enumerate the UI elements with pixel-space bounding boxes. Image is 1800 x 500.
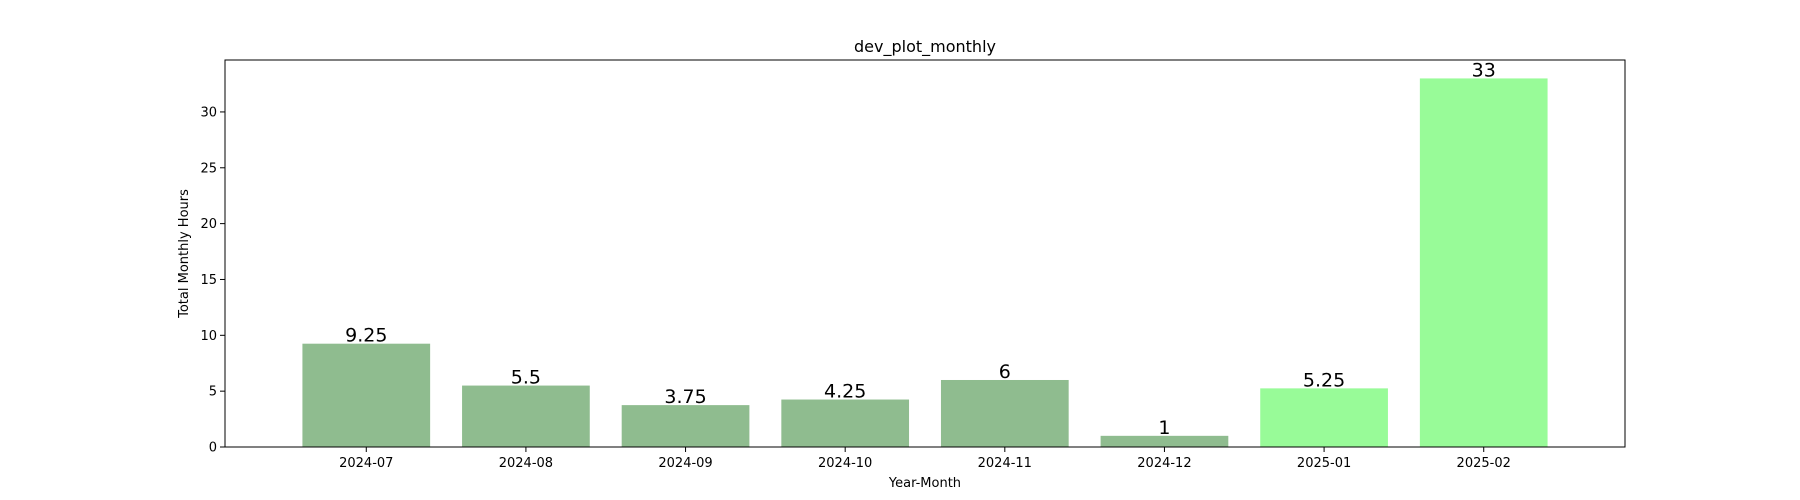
bar-2024-12: [1100, 435, 1229, 447]
y-tick-label: 15: [200, 273, 217, 288]
x-tick-label: 2025-01: [1297, 456, 1351, 471]
y-tick-label: 25: [200, 161, 217, 176]
bar-value-label: 1: [1158, 417, 1170, 439]
bar-value-label: 3.75: [664, 386, 706, 408]
bars-group: 9.25 5.5 3.75 4.25 6 1 5.25 33: [302, 59, 1548, 447]
bar-2024-08: [462, 385, 590, 447]
bar-2024-07: [302, 343, 431, 447]
y-tick-label: 0: [209, 441, 217, 456]
x-tick-label: 2025-02: [1457, 456, 1511, 471]
y-tick-label: 10: [200, 329, 217, 344]
y-tick-label: 5: [209, 385, 217, 400]
bar-value-label: 6: [999, 361, 1011, 383]
bar-2024-11: [940, 379, 1069, 447]
bar-2024-10: [781, 399, 910, 447]
x-axis-label: Year-Month: [888, 476, 961, 491]
x-tick-label: 2024-11: [978, 456, 1032, 471]
x-tick-label: 2024-08: [499, 456, 553, 471]
bar-value-label: 33: [1472, 59, 1496, 81]
bar-value-label: 5.5: [511, 367, 541, 389]
bar-2025-02: [1419, 78, 1548, 447]
x-ticks-group: 2024-07 2024-08 2024-09 2024-10 2024-11 2024-…: [339, 447, 1511, 471]
y-ticks-group: 0 5 10 15 20 25 30: [200, 105, 225, 456]
x-tick-label: 2024-10: [818, 456, 872, 471]
chart-title: dev_plot_monthly: [854, 37, 996, 57]
x-tick-label: 2024-09: [658, 456, 712, 471]
x-tick-label: 2024-07: [339, 456, 393, 471]
bar-value-label: 5.25: [1303, 369, 1345, 391]
bar-value-label: 4.25: [824, 381, 866, 403]
y-axis-label: Total Monthly Hours: [177, 189, 192, 319]
bar-2025-01: [1260, 388, 1388, 447]
y-tick-label: 30: [200, 105, 217, 120]
y-tick-label: 20: [200, 217, 217, 232]
x-tick-label: 2024-12: [1137, 456, 1191, 471]
plot-frame: [224, 59, 1626, 448]
bar-value-label: 9.25: [345, 325, 387, 347]
bar-2024-09: [621, 405, 750, 447]
